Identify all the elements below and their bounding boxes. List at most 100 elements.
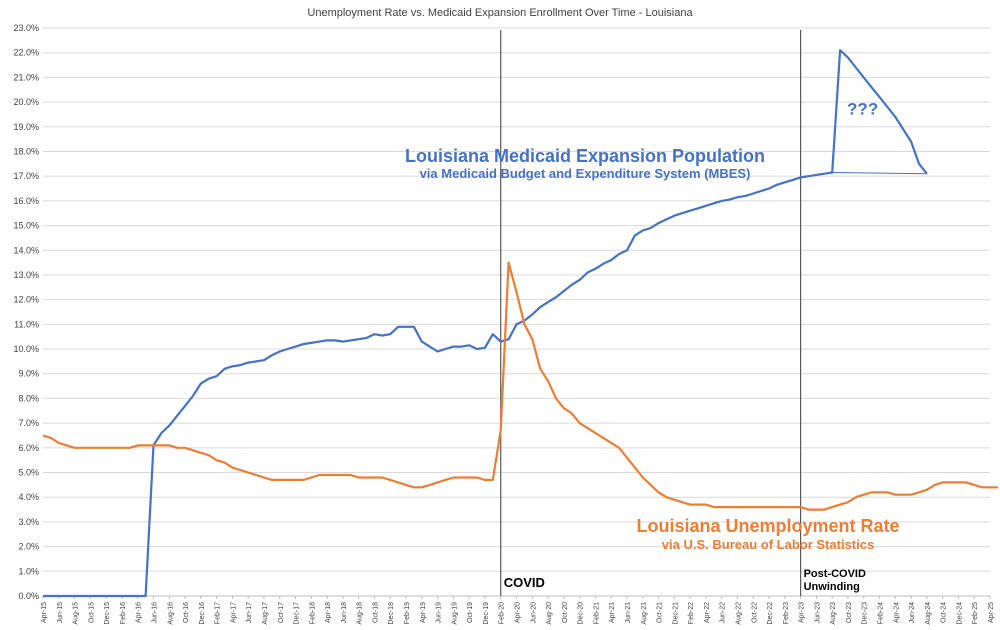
x-tick-label: Apr-20 <box>515 602 522 623</box>
x-tick-label: Dec-16 <box>199 602 206 625</box>
y-tick-label: 14.0% <box>13 245 39 255</box>
x-tick-label: Apr-17 <box>230 602 237 623</box>
x-tick-label: Dec-23 <box>862 602 869 625</box>
y-tick-label: 5.0% <box>18 468 39 478</box>
x-tick-label: Feb-18 <box>309 602 316 624</box>
x-tick-label: Jun-22 <box>720 602 727 624</box>
x-axis: Apr-15 Jun-15 Aug-15 Oct-15 Dec-15 Feb-16 Apr-… <box>41 596 995 625</box>
x-tick-label: Oct-18 <box>372 602 379 623</box>
x-tick-label: Aug-18 <box>357 602 364 625</box>
x-tick-label: Dec-20 <box>578 602 585 625</box>
x-tick-label: Aug-22 <box>735 602 742 625</box>
y-tick-label: 2.0% <box>18 542 39 552</box>
x-tick-label: Dec-19 <box>483 602 490 625</box>
x-tick-label: Oct-24 <box>941 602 948 623</box>
x-tick-label: Oct-17 <box>278 602 285 623</box>
y-tick-label: 7.0% <box>18 418 39 428</box>
x-tick-label: Feb-22 <box>688 602 695 624</box>
x-tick-label: Apr-16 <box>136 602 143 623</box>
x-tick-label: Oct-19 <box>467 602 474 623</box>
x-tick-label: Dec-18 <box>388 602 395 625</box>
x-tick-label: Feb-21 <box>593 602 600 624</box>
y-tick-label: 9.0% <box>18 369 39 379</box>
y-tick-label: 21.0% <box>13 72 39 82</box>
x-tick-label: Aug-17 <box>262 602 269 625</box>
x-tick-label: Apr-18 <box>325 602 332 623</box>
x-tick-label: Jun-20 <box>530 602 537 624</box>
unemployment-rate-line <box>42 261 998 511</box>
y-tick-label: 17.0% <box>13 171 39 181</box>
x-tick-label: Aug-21 <box>641 602 648 625</box>
projection-closing-line <box>832 171 927 175</box>
x-tick-label: Aug-23 <box>830 602 837 625</box>
x-tick-label: Dec-15 <box>104 602 111 625</box>
x-tick-label: Jun-21 <box>625 602 632 624</box>
x-tick-label: Oct-20 <box>562 602 569 623</box>
covid-label: COVID <box>504 575 545 590</box>
y-tick-label: 13.0% <box>13 270 39 280</box>
medicaid-expansion-line <box>43 49 928 598</box>
x-tick-label: Jun-24 <box>909 602 916 624</box>
x-tick-label: Dec-22 <box>767 602 774 625</box>
x-tick-label: Apr-23 <box>799 602 806 623</box>
y-tick-label: 11.0% <box>14 319 39 329</box>
y-tick-label: 8.0% <box>18 393 39 403</box>
y-tick-label: 12.0% <box>13 295 39 305</box>
y-tick-label: 22.0% <box>13 48 39 58</box>
x-tick-label: Dec-24 <box>956 602 963 625</box>
x-tick-label: Feb-19 <box>404 602 411 624</box>
x-tick-label: Apr-24 <box>893 602 900 623</box>
y-tick-label: 3.0% <box>18 517 39 527</box>
x-tick-label: Jun-18 <box>341 602 348 624</box>
x-tick-label: Aug-16 <box>167 602 174 625</box>
unwinding-label-line1: Post-COVID <box>804 568 866 580</box>
series-lines <box>42 49 998 598</box>
medicaid-series-source: via Medicaid Budget and Expenditure Syst… <box>420 166 751 181</box>
y-tick-label: 0.0% <box>18 591 39 601</box>
x-tick-label: Aug-15 <box>73 602 80 625</box>
unwinding-label-line2: Unwinding <box>804 581 860 593</box>
y-tick-label: 18.0% <box>13 146 39 156</box>
x-tick-label: Aug-20 <box>546 602 553 625</box>
y-tick-label: 16.0% <box>13 196 39 206</box>
x-tick-label: Jun-16 <box>151 602 158 624</box>
x-tick-label: Feb-20 <box>499 602 506 624</box>
chart-title: Unemployment Rate vs. Medicaid Expansion… <box>307 7 693 19</box>
y-tick-label: 20.0% <box>13 97 39 107</box>
medicaid-series-title: Louisiana Medicaid Expansion Population <box>405 146 765 166</box>
y-tick-label: 15.0% <box>13 221 39 231</box>
y-tick-label: 1.0% <box>18 566 39 576</box>
x-tick-label: Feb-24 <box>878 602 885 624</box>
x-tick-label: Aug-24 <box>925 602 932 625</box>
y-tick-label: 19.0% <box>13 122 39 132</box>
x-tick-label: Oct-15 <box>88 602 95 623</box>
event-markers: COVID Post-COVID Unwinding <box>500 30 866 596</box>
y-tick-label: 23.0% <box>13 23 39 33</box>
x-tick-label: Jun-19 <box>436 602 443 624</box>
y-tick-label: 6.0% <box>18 443 39 453</box>
x-tick-label: Oct-16 <box>183 602 190 623</box>
x-tick-label: Jun-15 <box>57 602 64 624</box>
x-tick-label: Apr-15 <box>41 602 48 623</box>
unemployment-series-source: via U.S. Bureau of Labor Statistics <box>662 537 874 552</box>
x-tick-label: Oct-21 <box>657 602 664 623</box>
x-tick-label: Feb-17 <box>215 602 222 624</box>
x-tick-label: Apr-25 <box>988 602 995 623</box>
x-tick-label: Feb-25 <box>972 602 979 624</box>
x-tick-label: Apr-19 <box>420 602 427 623</box>
x-tick-label: Feb-16 <box>120 602 127 624</box>
x-tick-label: Apr-21 <box>609 602 616 623</box>
x-tick-label: Jun-17 <box>246 602 253 624</box>
unemployment-series-title: Louisiana Unemployment Rate <box>636 516 899 536</box>
x-tick-label: Jun-23 <box>814 602 821 624</box>
question-annotation: ??? <box>847 99 878 118</box>
x-tick-label: Apr-22 <box>704 602 711 623</box>
x-tick-label: Oct-23 <box>846 602 853 623</box>
gridlines <box>43 27 990 597</box>
x-tick-label: Dec-21 <box>672 602 679 625</box>
y-tick-label: 4.0% <box>18 492 39 502</box>
x-tick-label: Feb-23 <box>783 602 790 624</box>
y-axis: 0.0% 1.0% 2.0% 3.0% 4.0% 5.0% 6.0% 7.0% 8.0% 9.0%… <box>13 23 39 601</box>
x-tick-label: Aug-19 <box>451 602 458 625</box>
